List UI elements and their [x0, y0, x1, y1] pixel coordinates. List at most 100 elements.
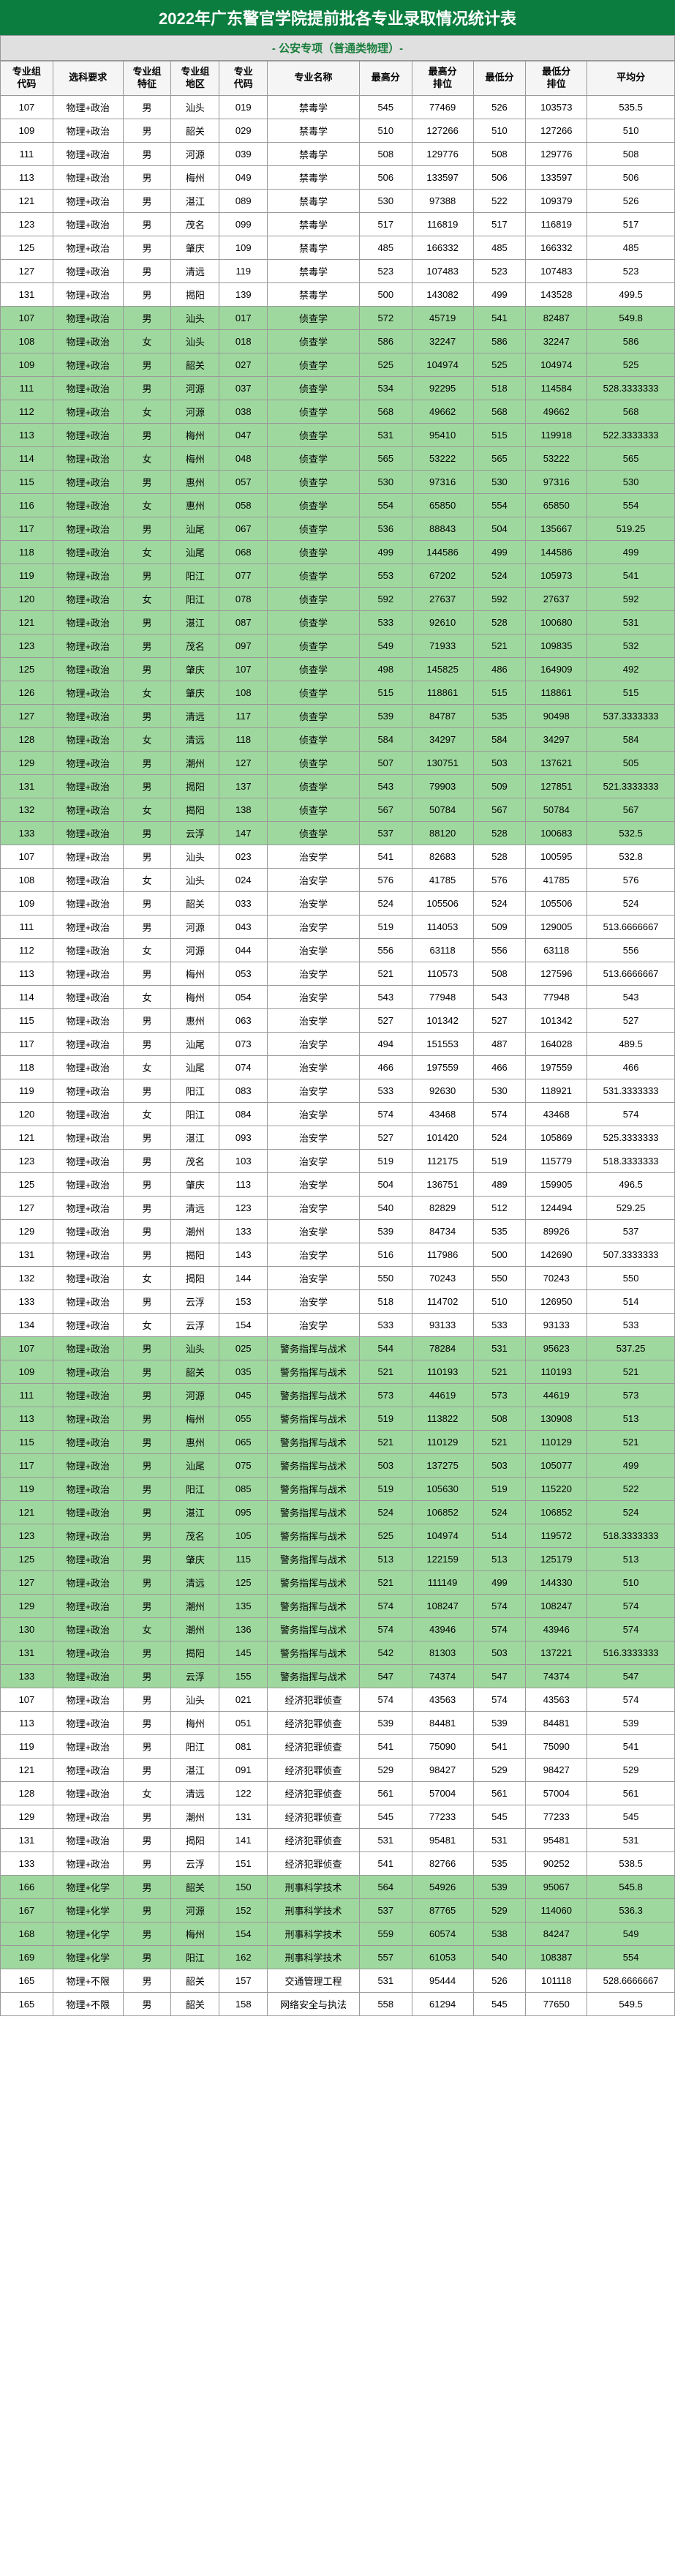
table-cell: 114702 — [412, 1289, 473, 1313]
table-row: 120物理+政治女阳江084治安学5744346857443468574 — [1, 1102, 675, 1126]
table-cell: 141 — [219, 1828, 268, 1852]
table-cell: 507 — [359, 751, 412, 774]
table-cell: 561 — [587, 1781, 675, 1805]
table-cell: 121 — [1, 1500, 53, 1524]
table-cell: 警务指挥与战术 — [268, 1336, 360, 1360]
table-cell: 105077 — [526, 1453, 587, 1477]
table-cell: 545 — [359, 1805, 412, 1828]
table-cell: 130 — [1, 1617, 53, 1641]
table-cell: 121 — [1, 1758, 53, 1781]
table-cell: 50784 — [412, 798, 473, 821]
table-cell: 物理+政治 — [53, 376, 123, 400]
table-cell: 108247 — [526, 1594, 587, 1617]
table-cell: 汕尾 — [171, 1032, 219, 1055]
table-cell: 155 — [219, 1664, 268, 1688]
table-cell: 物理+政治 — [53, 142, 123, 165]
table-cell: 532.8 — [587, 845, 675, 868]
table-cell: 107 — [1, 306, 53, 329]
table-cell: 清远 — [171, 1570, 219, 1594]
table-cell: 119 — [1, 1477, 53, 1500]
table-cell: 32247 — [526, 329, 587, 353]
table-cell: 107483 — [412, 259, 473, 282]
table-cell: 河源 — [171, 1898, 219, 1922]
table-cell: 警务指挥与战术 — [268, 1477, 360, 1500]
table-row: 113物理+政治男梅州047侦查学53195410515119918522.33… — [1, 423, 675, 446]
table-cell: 侦查学 — [268, 587, 360, 610]
table-cell: 治安学 — [268, 1219, 360, 1243]
table-cell: 089 — [219, 189, 268, 212]
table-cell: 男 — [123, 1828, 171, 1852]
table-cell: 61294 — [412, 1992, 473, 2015]
table-cell: 515 — [359, 681, 412, 704]
table-cell: 535.5 — [587, 95, 675, 119]
table-cell: 惠州 — [171, 493, 219, 517]
table-cell: 545.8 — [587, 1875, 675, 1898]
table-cell: 110573 — [412, 962, 473, 985]
table-row: 127物理+政治男清远119禁毒学523107483523107483523 — [1, 259, 675, 282]
table-cell: 男 — [123, 212, 171, 236]
table-cell: 经济犯罪侦查 — [268, 1805, 360, 1828]
column-header: 最低分排位 — [526, 61, 587, 96]
table-cell: 男 — [123, 1079, 171, 1102]
table-cell: 物理+政治 — [53, 1570, 123, 1594]
table-cell: 汕头 — [171, 306, 219, 329]
table-row: 113物理+政治男梅州049禁毒学506133597506133597506 — [1, 165, 675, 189]
table-cell: 男 — [123, 517, 171, 540]
table-cell: 茂名 — [171, 634, 219, 657]
table-cell: 女 — [123, 798, 171, 821]
table-cell: 122 — [219, 1781, 268, 1805]
page-title: 2022年广东警官学院提前批各专业录取情况统计表 — [0, 0, 675, 35]
table-cell: 治安学 — [268, 891, 360, 915]
table-cell: 105869 — [526, 1126, 587, 1149]
table-cell: 503 — [473, 1453, 526, 1477]
table-cell: 79903 — [412, 774, 473, 798]
table-cell: 152 — [219, 1898, 268, 1922]
table-cell: 523 — [473, 259, 526, 282]
table-cell: 537 — [587, 1219, 675, 1243]
table-cell: 129005 — [526, 915, 587, 938]
table-cell: 男 — [123, 1664, 171, 1688]
table-row: 107物理+政治男汕头019禁毒学54577469526103573535.5 — [1, 95, 675, 119]
table-cell: 物理+政治 — [53, 1594, 123, 1617]
table-cell: 肇庆 — [171, 236, 219, 259]
table-cell: 118921 — [526, 1079, 587, 1102]
table-cell: 男 — [123, 1594, 171, 1617]
table-cell: 物理+政治 — [53, 1172, 123, 1196]
table-cell: 男 — [123, 634, 171, 657]
table-row: 131物理+政治男揭阳143治安学516117986500142690507.3… — [1, 1243, 675, 1266]
table-cell: 网络安全与执法 — [268, 1992, 360, 2015]
table-cell: 550 — [473, 1266, 526, 1289]
table-cell: 肇庆 — [171, 1172, 219, 1196]
table-cell: 574 — [473, 1688, 526, 1711]
table-cell: 112175 — [412, 1149, 473, 1172]
table-cell: 540 — [359, 1196, 412, 1219]
table-cell: 113 — [1, 423, 53, 446]
table-cell: 113 — [1, 1711, 53, 1734]
table-cell: 567 — [359, 798, 412, 821]
table-cell: 118861 — [526, 681, 587, 704]
table-cell: 038 — [219, 400, 268, 423]
table-cell: 43946 — [412, 1617, 473, 1641]
table-cell: 111149 — [412, 1570, 473, 1594]
table-cell: 024 — [219, 868, 268, 891]
table-row: 114物理+政治女梅州054治安学5437794854377948543 — [1, 985, 675, 1008]
table-row: 108物理+政治女汕头018侦查学5863224758632247586 — [1, 329, 675, 353]
table-cell: 521 — [473, 634, 526, 657]
table-cell: 077 — [219, 564, 268, 587]
table-cell: 572 — [359, 306, 412, 329]
table-cell: 113 — [1, 962, 53, 985]
table-cell: 交通管理工程 — [268, 1969, 360, 1992]
table-cell: 518.3333333 — [587, 1149, 675, 1172]
table-cell: 53222 — [526, 446, 587, 470]
table-cell: 492 — [587, 657, 675, 681]
table-row: 107物理+政治男汕头021经济犯罪侦查5744356357443563574 — [1, 1688, 675, 1711]
table-cell: 564 — [359, 1875, 412, 1898]
table-row: 117物理+政治男汕尾067侦查学53688843504135667519.25 — [1, 517, 675, 540]
table-cell: 118 — [1, 540, 53, 564]
table-cell: 576 — [359, 868, 412, 891]
table-cell: 125 — [1, 1172, 53, 1196]
table-cell: 503 — [359, 1453, 412, 1477]
table-cell: 519 — [359, 1407, 412, 1430]
table-cell: 物理+政治 — [53, 798, 123, 821]
table-cell: 118 — [219, 727, 268, 751]
